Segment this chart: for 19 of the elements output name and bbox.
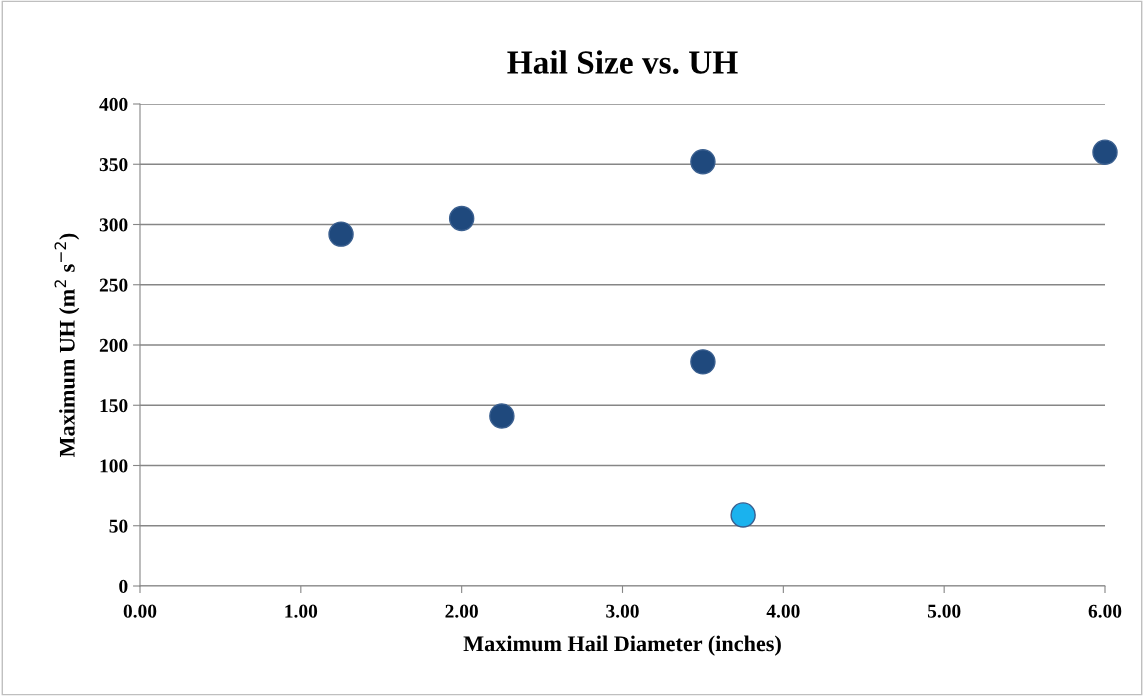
y-tick-label: 50 [109,519,128,533]
x-tick-label: 4.00 [766,604,800,618]
x-tick-label: 0.00 [123,604,157,618]
y-tick-label: 250 [99,278,128,292]
x-tick-label: 1.00 [285,604,318,618]
y-tick-label: 150 [100,399,128,413]
x-tick-label: 3.00 [606,604,639,618]
x-tick-label: 6.00 [1088,604,1122,618]
x-tick-label: 5.00 [927,604,961,618]
y-tick-label: 350 [99,158,128,172]
y-axis-title: Maximum UH (m$^{2}$ s$^{−2}$) [54,233,80,458]
x-axis-title: Maximum Hail Diameter (inches) [463,635,781,656]
y-tick-label: 100 [100,459,128,473]
y-tick-label: 200 [99,338,128,352]
chart-title: Hail Size vs. UH [507,50,738,74]
x-tick-label: 2.00 [445,604,478,618]
y-tick-label: 400 [99,97,128,111]
y-tick-label: 300 [99,218,128,232]
y-tick-label: 0 [119,579,128,593]
